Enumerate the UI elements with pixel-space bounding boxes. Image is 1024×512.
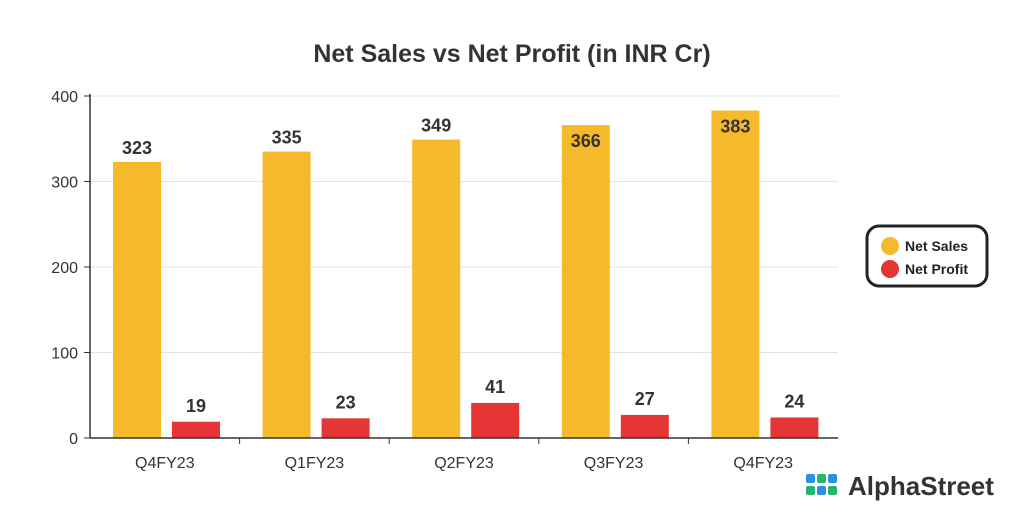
data-labels: 323 19 335 23 349 41 366 27 383 24: [122, 116, 804, 416]
y-tick-label: 100: [51, 346, 78, 363]
x-tick-label: Q1FY23: [285, 455, 345, 472]
x-axis-ticks: Q4FY23 Q1FY23 Q2FY23 Q3FY23 Q4FY23: [135, 438, 793, 472]
legend-swatch-net-profit: [881, 260, 899, 278]
data-label-net-sales: 366: [571, 131, 601, 151]
data-label-net-profit: 41: [485, 377, 505, 397]
bar-net-sales: [412, 139, 461, 439]
data-label-net-sales: 349: [421, 116, 451, 136]
legend-swatch-net-sales: [881, 237, 899, 255]
data-label-net-sales: 323: [122, 138, 152, 158]
bar-net-profit: [471, 402, 520, 438]
data-label-net-profit: 19: [186, 396, 206, 416]
data-label-net-profit: 23: [336, 392, 356, 412]
bar-net-sales: [561, 125, 610, 438]
x-tick-label: Q4FY23: [733, 455, 793, 472]
data-label-net-sales: 335: [272, 128, 302, 148]
y-tick-label: 0: [69, 431, 78, 448]
data-label-net-sales: 383: [720, 117, 750, 137]
x-tick-label: Q2FY23: [434, 455, 494, 472]
legend-label-net-sales: Net Sales: [905, 238, 968, 254]
y-tick-label: 200: [51, 260, 78, 277]
bar-net-profit: [321, 418, 370, 438]
brand-name: AlphaStreet: [848, 471, 994, 501]
data-label-net-profit: 24: [784, 391, 804, 411]
alphastreet-logo-icon: [806, 474, 837, 495]
legend-box: [865, 224, 989, 288]
x-tick-label: Q3FY23: [584, 455, 644, 472]
x-tick-label: Q4FY23: [135, 455, 195, 472]
bars: [113, 110, 819, 439]
y-tick-label: 300: [51, 175, 78, 192]
bar-net-sales: [262, 151, 311, 438]
bar-net-profit: [620, 414, 669, 438]
bar-net-sales: [711, 110, 760, 438]
legend: Net Sales Net Profit: [865, 224, 989, 288]
chart-title: Net Sales vs Net Profit (in INR Cr): [313, 40, 710, 68]
legend-label-net-profit: Net Profit: [905, 261, 968, 277]
bar-net-sales: [113, 161, 161, 438]
data-label-net-profit: 27: [635, 389, 655, 409]
bar-net-profit: [172, 421, 220, 438]
brand-logo: AlphaStreet: [806, 471, 994, 501]
y-tick-label: 400: [51, 89, 78, 106]
y-axis-ticks: 0 100 200 300 400: [51, 89, 90, 448]
bar-net-profit: [770, 417, 819, 438]
